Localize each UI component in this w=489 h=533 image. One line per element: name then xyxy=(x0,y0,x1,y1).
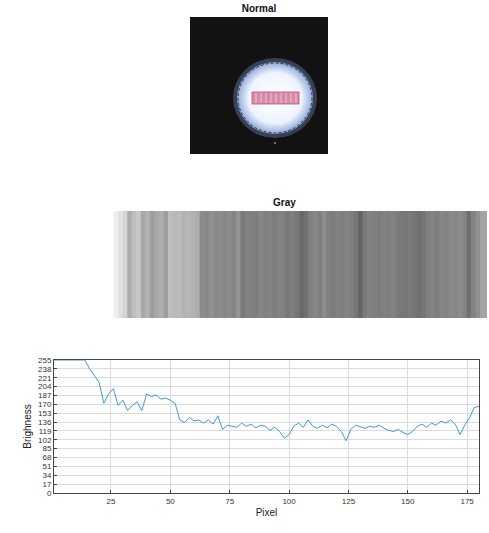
svg-text:136: 136 xyxy=(38,418,52,427)
svg-text:125: 125 xyxy=(342,497,356,506)
svg-text:153: 153 xyxy=(38,409,52,418)
svg-text:175: 175 xyxy=(460,497,474,506)
svg-text:25: 25 xyxy=(107,497,116,506)
svg-text:75: 75 xyxy=(225,497,234,506)
svg-text:50: 50 xyxy=(166,497,175,506)
svg-text:238: 238 xyxy=(38,365,52,374)
svg-text:204: 204 xyxy=(38,382,52,391)
svg-text:150: 150 xyxy=(401,497,415,506)
svg-text:Pixel: Pixel xyxy=(256,507,278,518)
svg-text:17: 17 xyxy=(42,480,51,489)
html-text:Gray: Gray xyxy=(273,197,296,208)
svg-text:100: 100 xyxy=(282,497,296,506)
svg-text:102: 102 xyxy=(38,436,52,445)
svg-text:34: 34 xyxy=(42,471,51,480)
svg-text:119: 119 xyxy=(39,427,52,436)
svg-text:68: 68 xyxy=(42,453,51,462)
svg-text:Brighness: Brighness xyxy=(22,404,33,448)
svg-text:85: 85 xyxy=(42,444,51,453)
svg-text:170: 170 xyxy=(38,400,52,409)
svg-text:51: 51 xyxy=(42,462,51,471)
html-text:Normal: Normal xyxy=(241,3,277,14)
svg-text:187: 187 xyxy=(38,391,52,400)
svg-text:221: 221 xyxy=(38,374,52,383)
svg-text:255: 255 xyxy=(38,356,52,365)
svg-text:0: 0 xyxy=(47,489,52,498)
